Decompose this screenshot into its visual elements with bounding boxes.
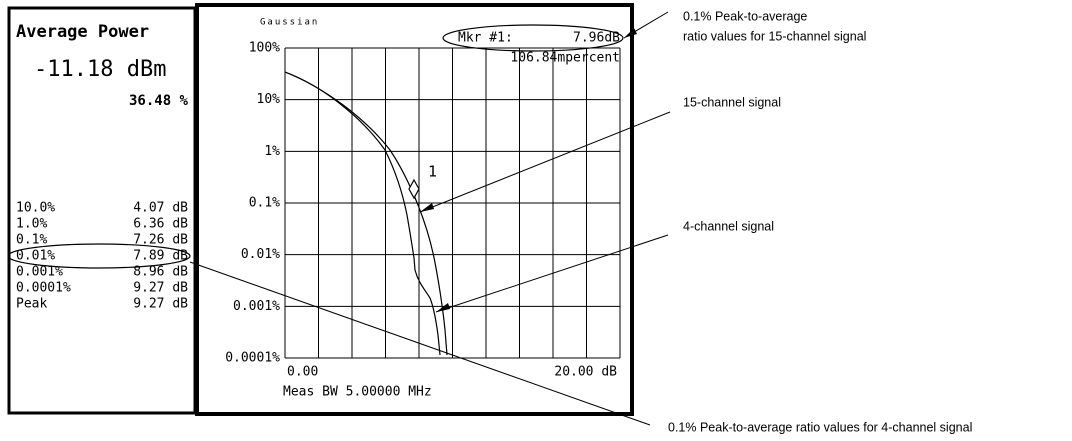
row-value: 7.89 dB: [133, 249, 188, 264]
x-end: 20.00 dB: [554, 365, 617, 380]
row-label: 0.0001%: [16, 281, 71, 296]
marker-highlight: [442, 24, 624, 52]
trace-4ch: [284, 71, 441, 356]
callout-line: [419, 111, 671, 213]
callout-text: 15-channel signal: [683, 95, 781, 109]
callout-line: [435, 234, 669, 313]
arrow-head: [624, 28, 637, 38]
trace-15ch: [284, 71, 448, 356]
trace-label: Gaussian: [260, 18, 319, 28]
marker-percent: 106.84mpercent: [510, 51, 620, 66]
marker-number: 1: [428, 163, 437, 181]
row-highlight: [7, 243, 191, 269]
y-label: 100%: [249, 41, 280, 56]
marker-value: 7.96dB: [573, 31, 620, 46]
arrow-head: [420, 203, 434, 212]
row-label: Peak: [16, 297, 47, 312]
marker-diamond: [408, 178, 420, 200]
row-value: 6.36 dB: [133, 217, 188, 232]
row-label: 1.0%: [16, 217, 47, 232]
arrow-head: [436, 303, 450, 312]
row-value: 9.27 dB: [133, 297, 188, 312]
marker-name: Mkr #1:: [458, 31, 513, 46]
y-label: 0.01%: [241, 247, 280, 262]
callout-text: 4-channel signal: [683, 219, 774, 233]
row-value: 7.26 dB: [133, 233, 188, 248]
row-value: 4.07 dB: [133, 201, 188, 216]
plot-panel: [195, 3, 634, 416]
row-value: 9.27 dB: [133, 281, 188, 296]
panel-title: Average Power: [16, 22, 149, 42]
row-label: 0.01%: [16, 249, 55, 264]
callout-text: 0.1% Peak-to-average: [683, 9, 807, 23]
y-label: 10%: [257, 92, 281, 107]
row-label: 10.0%: [16, 201, 55, 216]
callout-text: 0.1% Peak-to-average ratio values for 4-…: [668, 420, 972, 434]
y-label: 0.0001%: [225, 351, 280, 366]
y-label: 0.1%: [249, 196, 280, 211]
power-percent: 36.48 %: [129, 93, 189, 109]
callout-line: [189, 261, 651, 426]
row-value: 8.96 dB: [133, 265, 188, 280]
power-value: -11.18 dBm: [34, 57, 166, 82]
y-label: 1%: [264, 144, 280, 159]
x-start: 0.00: [287, 365, 318, 380]
y-label: 0.001%: [233, 299, 280, 314]
row-label: 0.001%: [16, 265, 63, 280]
row-label: 0.1%: [16, 233, 47, 248]
callout-text: ratio values for 15-channel signal: [683, 29, 866, 43]
bandwidth: Meas BW 5.00000 MHz: [283, 385, 432, 400]
